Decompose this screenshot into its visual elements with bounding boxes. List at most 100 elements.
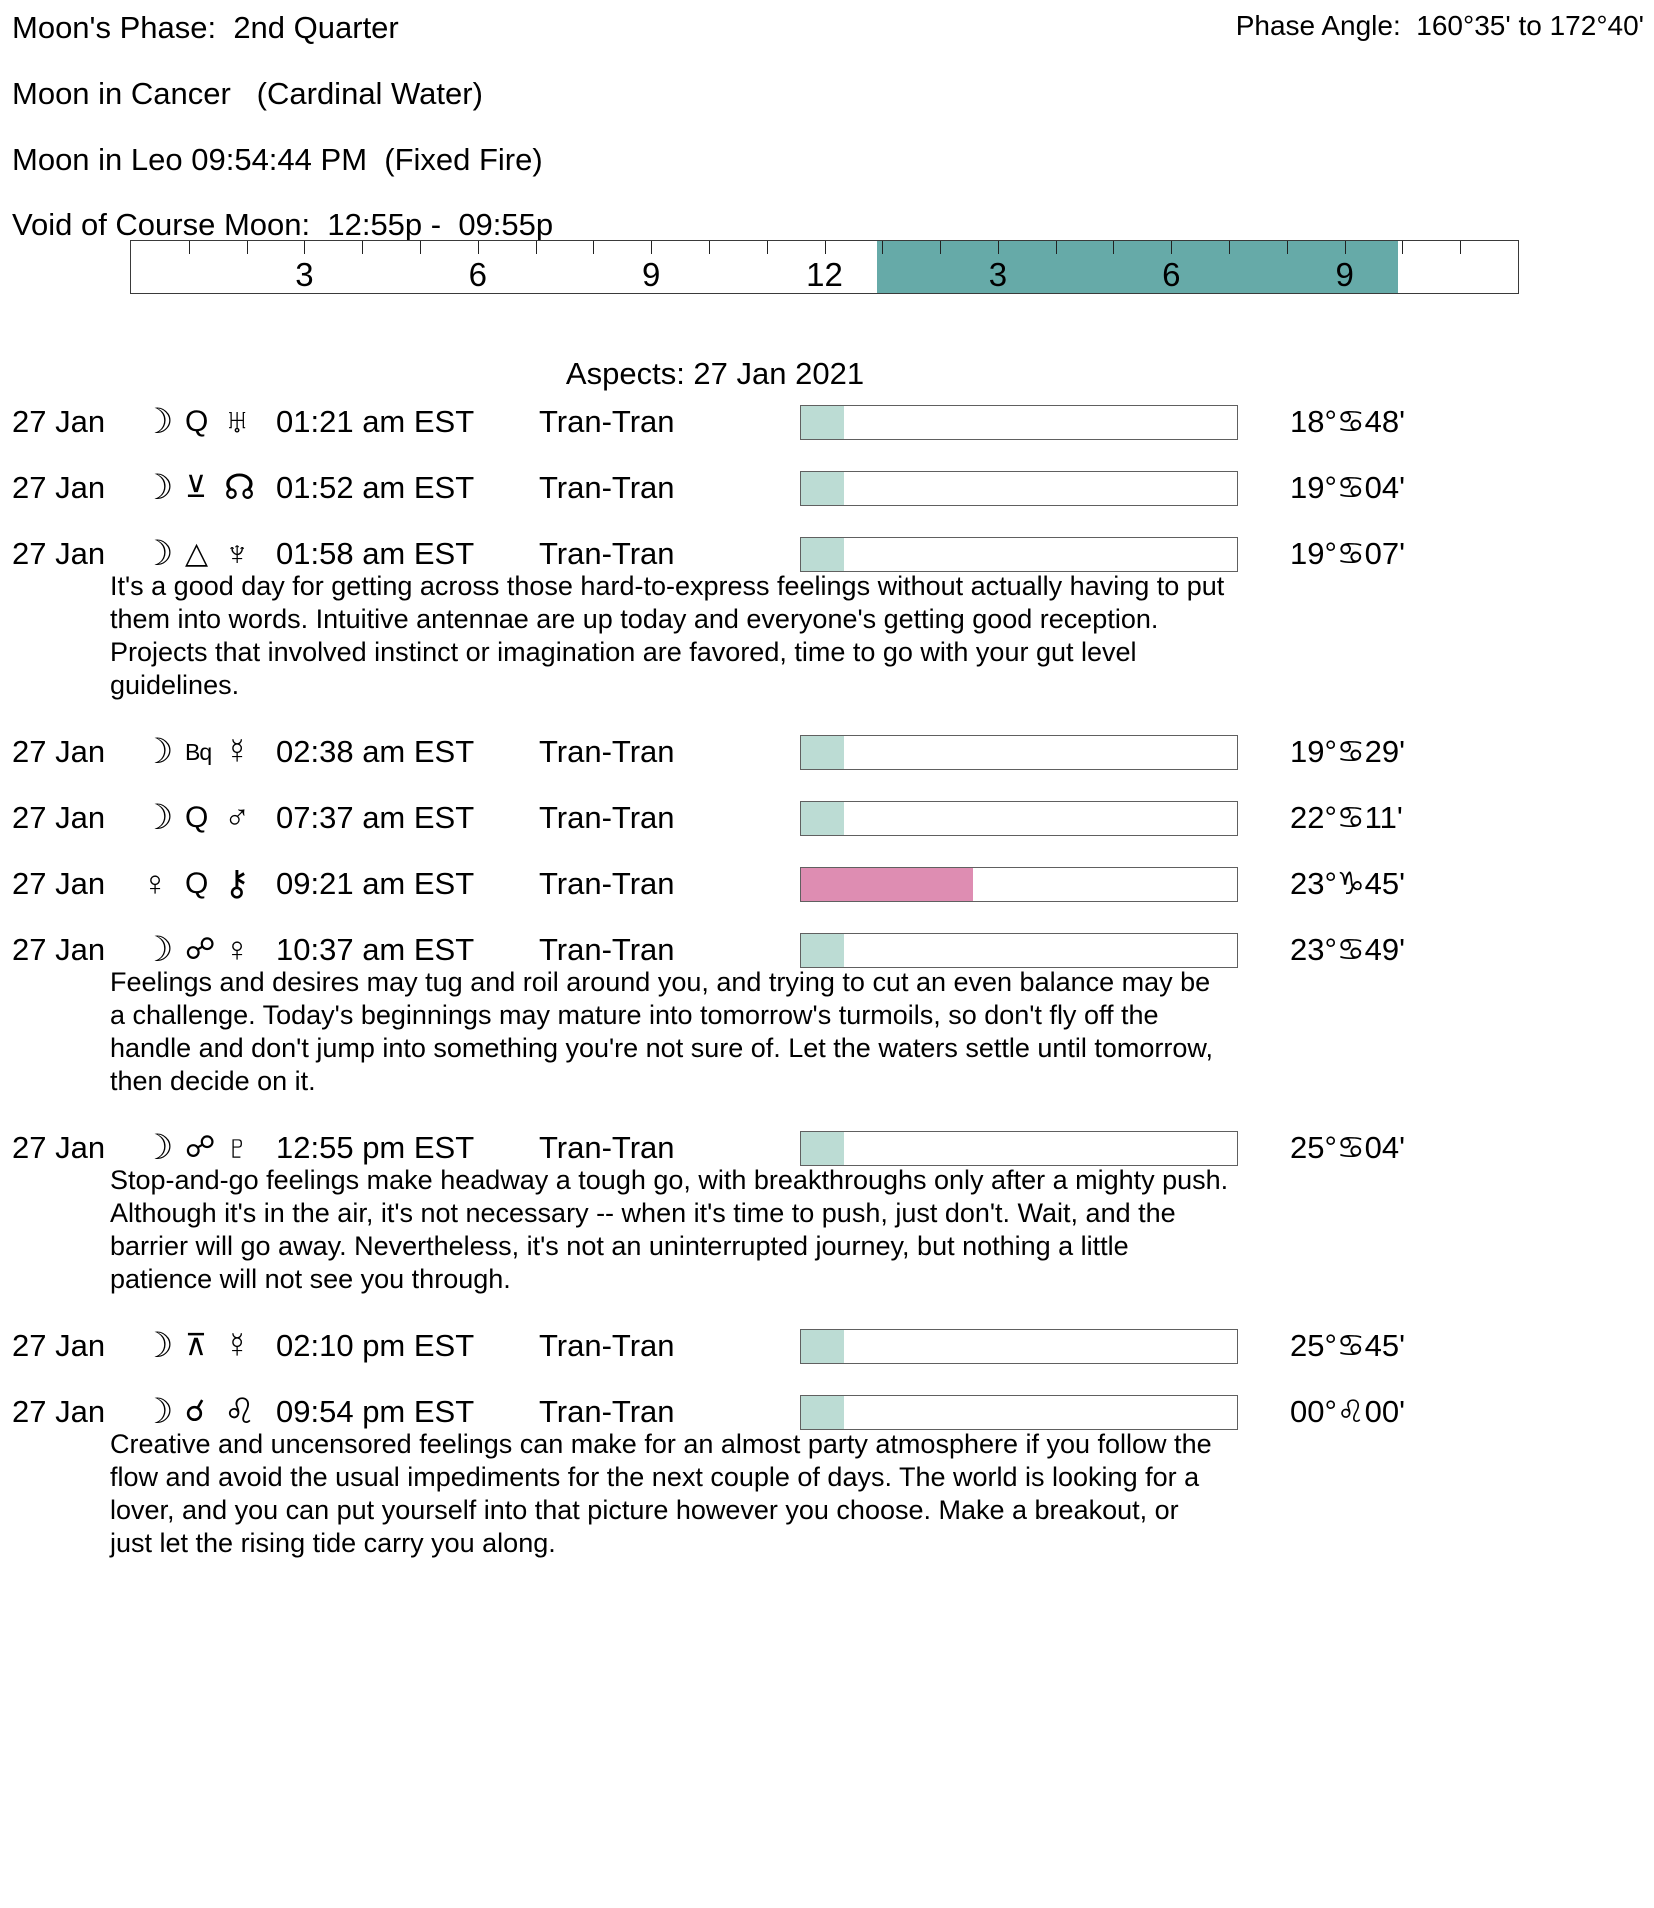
void-period-fill [877,241,1398,293]
planet1-glyph: ☽ [142,534,174,573]
hour-label: 9 [1335,256,1354,293]
aspect-orb-fill [801,802,845,835]
planet2-glyph: ♌ [224,1392,256,1431]
planet1-glyph: ☽ [142,1326,174,1365]
hour-tick [1229,241,1231,254]
hour-tick [1113,241,1115,254]
aspect-orb-fill [801,472,845,505]
void-of-course-timeline: 3 6 9 12 3 6 9 [130,240,1519,294]
aspect-degree: 19°♋04' [1290,470,1406,505]
planet2-glyph: ♇ [224,1128,251,1167]
aspect-degree: 22°♋11' [1290,800,1403,835]
hour-tick [593,241,595,254]
aspects-title: Aspects: 27 Jan 2021 [565,356,865,391]
hour-tick [940,241,942,254]
aspect-orb-bar [800,1131,1238,1166]
interpretation-text: Feelings and desires may tug and roil ar… [110,967,1213,1096]
interpretation-text: Creative and uncensored feelings can mak… [110,1429,1212,1558]
aspect-degree: 23°♋49' [1290,932,1406,967]
aspect-date: 27 Jan [12,1328,106,1363]
planet1-glyph: ☽ [142,798,174,837]
aspect-type: Tran-Tran [539,932,675,967]
hour-tick [651,241,653,254]
aspect-orb-bar [800,537,1238,572]
planet2-glyph: ♀ [224,930,251,969]
aspect-time: 01:58 am EST [276,536,475,571]
aspect-degree: 19°♋29' [1290,734,1406,769]
hour-tick [1055,241,1057,254]
aspect-time: 01:21 am EST [276,404,475,439]
aspect-type: Tran-Tran [539,1394,675,1429]
aspect-orb-bar [800,801,1238,836]
aspect-orb-bar [800,405,1238,440]
aspect-time: 09:21 am EST [276,866,475,901]
aspect-orb-bar [800,1329,1238,1364]
hour-label: 6 [1162,256,1181,293]
aspect-date: 27 Jan [12,932,106,967]
planet2-glyph: ♂ [224,798,251,837]
planet2-glyph: ♅ [224,402,251,441]
aspect-glyph: ⊼ [185,1329,207,1362]
aspect-date: 27 Jan [12,1130,106,1165]
aspect-row: 27 Jan ☽ ⊼ ☿ 02:10 pm EST Tran-Tran 25°♋… [0,1326,1654,1366]
interpretation-text: Stop-and-go feelings make headway a toug… [110,1165,1229,1294]
hour-tick [1402,241,1404,254]
aspect-type: Tran-Tran [539,800,675,835]
hour-tick [882,241,884,254]
aspect-row: 27 Jan ☽ Bq ☿ 02:38 am EST Tran-Tran 19°… [0,732,1654,772]
aspect-orb-fill [801,406,845,439]
aspect-type: Tran-Tran [539,1130,675,1165]
hour-tick [824,241,826,254]
moons-phase-label: Moon's Phase: 2nd Quarter [12,10,399,45]
hour-tick [188,241,190,254]
aspect-orb-fill [801,1132,845,1165]
aspect-type: Tran-Tran [539,866,675,901]
planet1-glyph: ☽ [142,402,174,441]
aspect-date: 27 Jan [12,470,106,505]
aspect-date: 27 Jan [12,734,106,769]
hour-tick [477,241,479,254]
hour-label: 6 [468,256,487,293]
aspect-orb-fill [801,868,973,901]
aspect-degree: 18°♋48' [1290,404,1406,439]
aspect-orb-fill [801,538,845,571]
planet1-glyph: ☽ [142,468,174,507]
aspect-glyph: ⊻ [185,471,207,504]
aspect-glyph: Q [185,801,209,834]
aspect-type: Tran-Tran [539,734,675,769]
aspect-glyph: Q [185,405,209,438]
hour-tick [304,241,306,254]
aspect-row: 27 Jan ☽ △ ♆ 01:58 am EST Tran-Tran 19°♋… [0,534,1654,574]
aspect-glyph: Bq [185,739,212,765]
aspect-row: 27 Jan ☽ Q ♂ 07:37 am EST Tran-Tran 22°♋… [0,798,1654,838]
aspect-row: 27 Jan ♀ Q ⚷ 09:21 am EST Tran-Tran 23°♑… [0,864,1654,904]
hour-label: 12 [806,256,843,293]
planet1-glyph: ☽ [142,1128,174,1167]
planet1-glyph: ♀ [142,864,169,903]
planet1-glyph: ☽ [142,930,174,969]
aspect-orb-bar [800,867,1238,902]
hour-tick [766,241,768,254]
aspect-orb-bar [800,933,1238,968]
phase-angle-label: Phase Angle: 160°35' to 172°40' [1235,10,1644,41]
aspect-time: 01:52 am EST [276,470,475,505]
aspect-orb-fill [801,1396,845,1429]
aspect-type: Tran-Tran [539,1328,675,1363]
aspect-orb-bar [800,1395,1238,1430]
aspect-row: 27 Jan ☽ Q ♅ 01:21 am EST Tran-Tran 18°♋… [0,402,1654,442]
aspect-type: Tran-Tran [539,536,675,571]
hour-tick [362,241,364,254]
aspect-time: 07:37 am EST [276,800,475,835]
aspect-glyph: ☍ [185,1131,216,1164]
aspect-date: 27 Jan [12,536,106,571]
moon-in-leo-label: Moon in Leo 09:54:44 PM (Fixed Fire) [12,142,543,177]
hour-tick [708,241,710,254]
aspect-time: 02:10 pm EST [276,1328,475,1363]
aspect-row: 27 Jan ☽ ☍ ♇ 12:55 pm EST Tran-Tran 25°♋… [0,1128,1654,1168]
hour-tick [1286,241,1288,254]
aspect-degree: 25°♋45' [1290,1328,1406,1363]
aspect-row: 27 Jan ☽ ☌ ♌ 09:54 pm EST Tran-Tran 00°♌… [0,1392,1654,1432]
moon-in-cancer-label: Moon in Cancer (Cardinal Water) [12,76,483,111]
hour-label: 3 [988,256,1008,293]
